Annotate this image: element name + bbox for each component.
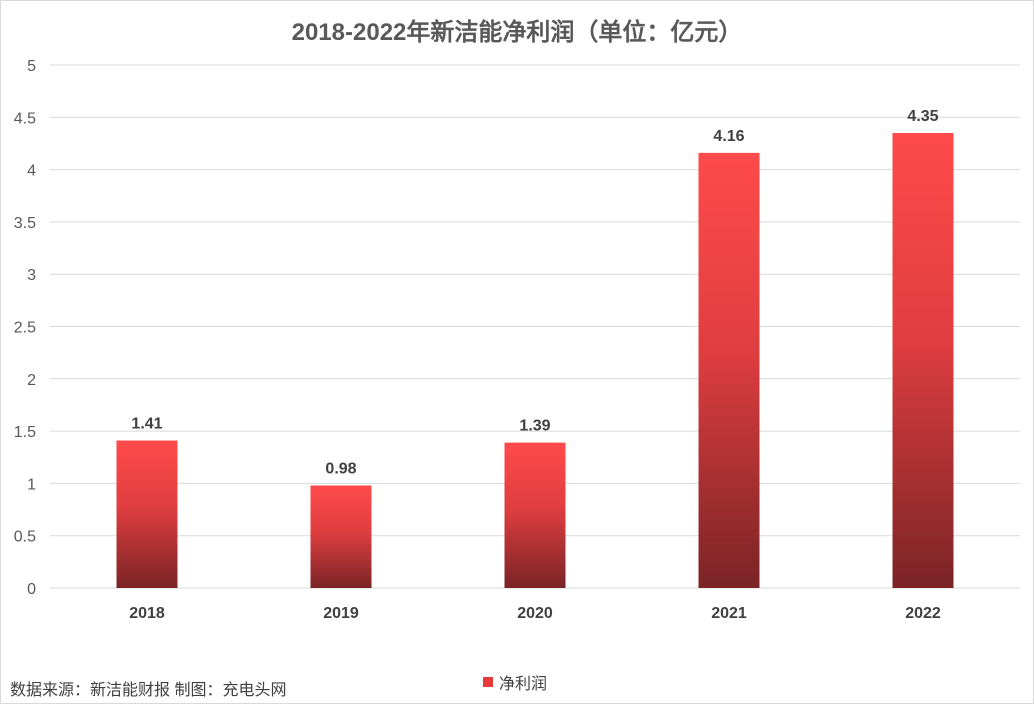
y-tick-label: 2 xyxy=(27,372,36,389)
y-tick-label: 4.5 xyxy=(14,110,36,127)
x-axis: 2018 2019 2020 2021 2022 xyxy=(129,605,941,622)
y-tick-label: 0 xyxy=(27,581,36,598)
x-tick-label: 2021 xyxy=(711,605,747,622)
data-label: 4.35 xyxy=(907,108,938,125)
y-tick-label: 1 xyxy=(27,476,36,493)
x-tick-label: 2020 xyxy=(517,605,553,622)
y-tick-label: 1.5 xyxy=(14,424,36,441)
source-note: 数据来源：新洁能财报 制图：充电头网 xyxy=(10,682,287,699)
data-label: 1.41 xyxy=(131,416,162,433)
y-tick-label: 4 xyxy=(27,163,36,180)
legend-swatch xyxy=(483,677,493,687)
legend: 净利润 xyxy=(483,670,547,694)
y-axis: 0 0.5 1 1.5 2 2.5 3 3.5 4 4.5 5 xyxy=(14,58,36,598)
y-tick-label: 2.5 xyxy=(14,320,36,337)
data-labels: 1.41 0.98 1.39 4.16 4.35 xyxy=(131,108,938,478)
gridlines xyxy=(50,64,1020,589)
data-label: 0.98 xyxy=(325,460,356,477)
bar-2020 xyxy=(504,442,566,588)
bar-2022 xyxy=(892,132,954,589)
data-label: 4.16 xyxy=(713,128,744,145)
data-label: 1.39 xyxy=(519,418,550,435)
y-tick-label: 0.5 xyxy=(14,529,36,546)
y-tick-label: 3.5 xyxy=(14,215,36,232)
bar-2018 xyxy=(116,440,178,588)
bar-2019 xyxy=(310,485,372,588)
bar-2021 xyxy=(698,152,760,588)
x-tick-label: 2022 xyxy=(905,605,941,622)
x-tick-label: 2018 xyxy=(129,605,165,622)
y-tick-label: 3 xyxy=(27,267,36,284)
x-tick-label: 2019 xyxy=(323,605,359,622)
chart-title: 2018-2022年新洁能净利润（单位：亿元） xyxy=(291,19,743,46)
bars xyxy=(116,132,954,589)
legend-label: 净利润 xyxy=(499,676,548,693)
y-tick-label: 5 xyxy=(27,58,36,75)
